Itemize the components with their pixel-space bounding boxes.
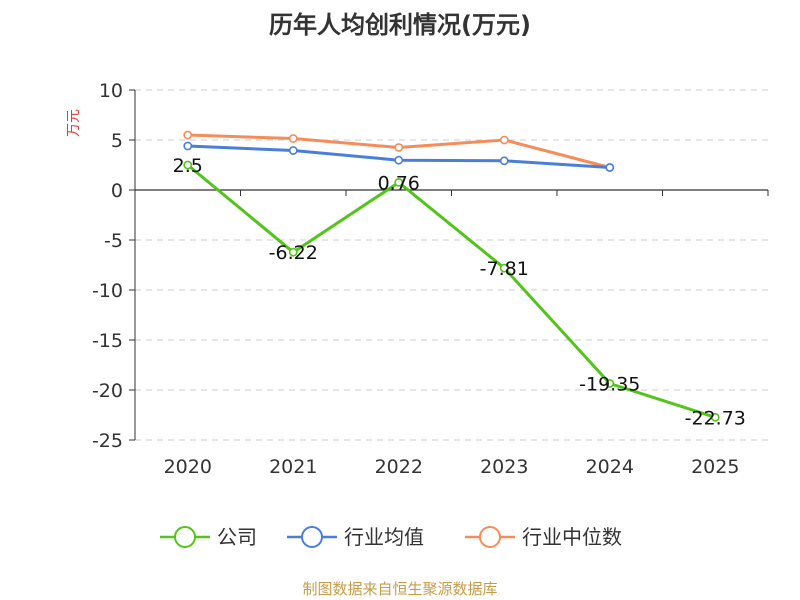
data-point	[394, 155, 404, 165]
data-point	[499, 263, 509, 273]
chart-title: 历年人均创利情况(万元)	[269, 11, 531, 39]
x-tick-label: 2021	[269, 456, 317, 478]
data-label: -22.73	[685, 407, 746, 429]
data-point	[183, 160, 193, 170]
data-label: -19.35	[579, 374, 640, 396]
data-point	[288, 134, 298, 143]
y-tick-label: -15	[92, 330, 123, 352]
data-point	[183, 130, 193, 140]
source-note: 制图数据来自恒生聚源数据库	[302, 580, 497, 598]
data-point	[605, 163, 615, 172]
legend-marker	[174, 526, 196, 548]
series-group: 2.5 -6.22 0.76 -7.81 -19.35 -22.73	[173, 130, 746, 429]
data-point	[710, 412, 720, 422]
data-label: 2.5	[173, 155, 203, 177]
data-label: -7.81	[480, 258, 529, 280]
legend-label: 行业中位数	[522, 525, 622, 549]
data-point	[288, 146, 298, 155]
legend: 公司 行业均值 行业中位数	[160, 525, 622, 549]
y-tick-label: 10	[99, 80, 123, 102]
legend-marker	[301, 526, 323, 548]
y-tick-label: -25	[92, 430, 123, 452]
legend-marker	[479, 526, 501, 548]
x-tick-label: 2022	[375, 456, 423, 478]
y-tick-label: 5	[111, 130, 123, 152]
y-tick-label: -5	[104, 230, 123, 252]
legend-label: 公司	[217, 525, 257, 549]
data-point	[605, 379, 615, 388]
y-tick-label: -20	[92, 380, 123, 402]
x-tick-label: 2025	[691, 456, 739, 478]
y-axis-label: 万元	[66, 109, 82, 137]
x-tick-label: 2023	[480, 456, 528, 478]
legend-label: 行业均值	[344, 525, 424, 549]
y-tick-label: 0	[111, 180, 123, 202]
x-tick-label: 2020	[164, 456, 212, 478]
y-tick-label: -10	[92, 280, 123, 302]
data-point	[288, 247, 298, 257]
data-point	[499, 156, 509, 166]
data-point	[394, 177, 404, 187]
x-tick-label: 2024	[586, 456, 634, 478]
data-point	[499, 135, 509, 145]
data-point	[394, 143, 404, 152]
data-label: 0.76	[378, 172, 420, 194]
data-label: -6.22	[269, 242, 318, 264]
axes: 10 5 0 -5 -10 -15 -20 -25 2020 2021 2022 2023 2024 20…	[92, 80, 769, 478]
data-point	[183, 141, 193, 151]
series-line	[186, 163, 716, 419]
